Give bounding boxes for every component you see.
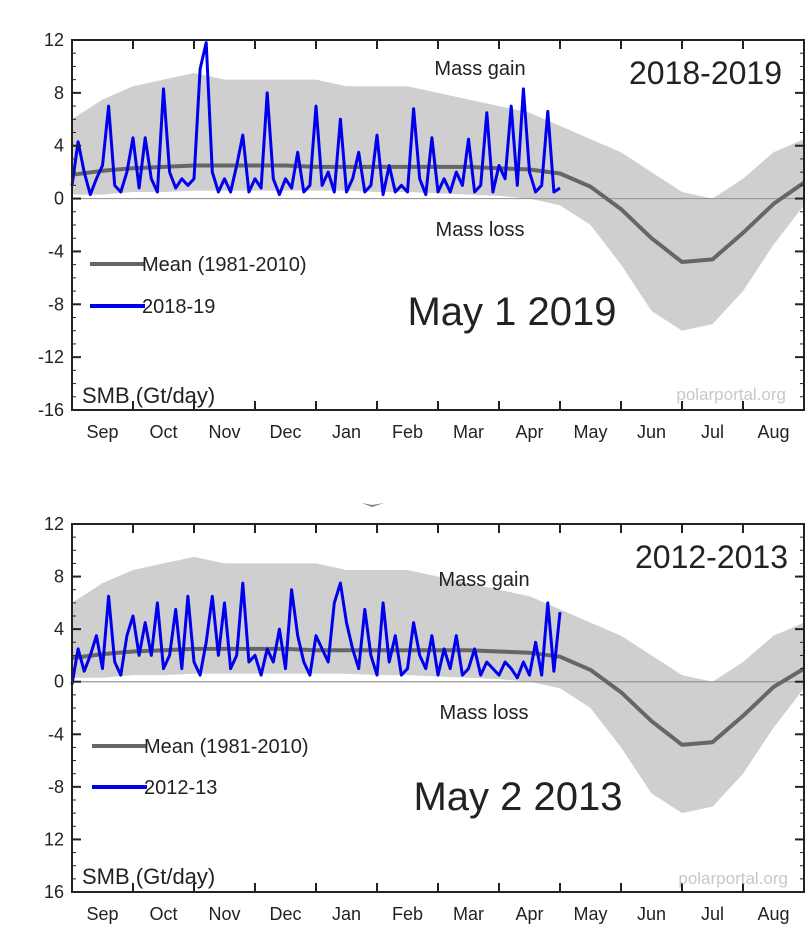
date-label: May 1 2019 [407,290,616,334]
y-tick-label: -8 [48,294,64,314]
x-tick-label: Jan [332,904,361,924]
x-tick-label: Jan [332,422,361,442]
x-axis: Sep Oct Nov Dec Jan Feb Mar Apr May Jun Jul Aug [71,524,805,924]
y-axis: 12 8 4 0 -4 -8 12 16 [44,514,804,902]
y-tick-label: 8 [54,83,64,103]
x-tick-label: Sep [86,422,118,442]
x-tick-label: May [573,422,607,442]
y-tick-label: 12 [44,30,64,50]
range-band [72,73,804,331]
x-tick-label: Sep [86,904,118,924]
current-line-layer [70,581,562,685]
y-tick-label: -4 [48,241,64,261]
x-tick-label: Jun [637,904,666,924]
y-axis: 12 8 4 0 -4 -8 -12 -16 [38,30,804,420]
x-tick-label: Nov [208,422,240,442]
annotation-mass-gain: Mass gain [438,569,529,591]
current-series-line [70,41,561,197]
y-tick-label: 16 [44,882,64,902]
x-tick-label: Dec [269,904,301,924]
x-tick-label: Jul [701,422,724,442]
legend-current-label: 2012-13 [144,777,217,799]
x-tick-label: Feb [392,904,423,924]
x-tick-label: Oct [149,422,177,442]
x-tick-label: Mar [453,904,484,924]
y-tick-label: 8 [54,567,64,587]
legend-mean-label: Mean (1981-2010) [144,736,309,758]
y-tick-label: -16 [38,400,64,420]
y-tick-label: -8 [48,777,64,797]
x-tick-label: Aug [757,904,789,924]
date-label: May 2 2013 [413,775,622,819]
y-tick-label: 12 [44,514,64,534]
y-axis-label: SMB (Gt/day) [82,383,215,408]
season-label: 2018-2019 [629,55,782,91]
y-tick-label: -12 [38,347,64,367]
x-tick-label: May [573,904,607,924]
range-band-layer [72,73,804,331]
annotation-mass-loss: Mass loss [440,702,529,724]
current-line-layer [70,41,561,197]
watermark: polarportal.org [676,385,786,404]
panel-2012-2013: 12 8 4 0 -4 -8 12 16 Sep Oct Nov Dec Jan Feb Mar Apr Ma… [44,514,806,924]
y-tick-label: 12 [44,829,64,849]
x-tick-label: Jun [637,422,666,442]
y-tick-label: 0 [54,672,64,692]
y-tick-label: 4 [54,136,64,156]
x-tick-label: Aug [757,422,789,442]
x-tick-label: Feb [392,422,423,442]
season-label: 2012-2013 [635,539,788,575]
annotation-mass-loss: Mass loss [436,219,525,241]
y-tick-label: 0 [54,189,64,209]
legend-current-label: 2018-19 [142,296,215,318]
x-tick-label: Dec [269,422,301,442]
stray-mark [362,503,384,507]
panel-2018-2019: 12 8 4 0 -4 -8 -12 -16 Sep Oct Nov Dec Jan Feb Mar Apr… [38,30,806,442]
legend-mean-label: Mean (1981-2010) [142,254,307,276]
x-tick-label: Oct [149,904,177,924]
y-tick-label: -4 [48,724,64,744]
range-band [72,556,804,814]
x-tick-label: Mar [453,422,484,442]
x-tick-label: Nov [208,904,240,924]
y-tick-label: 4 [54,619,64,639]
range-band-layer [72,556,804,814]
current-series-line [70,581,562,685]
y-axis-label: SMB (Gt/day) [82,864,215,889]
watermark: polarportal.org [678,869,788,888]
x-tick-label: Apr [515,904,543,924]
x-axis: Sep Oct Nov Dec Jan Feb Mar Apr May Jun Jul Aug [71,40,805,442]
x-tick-label: Apr [515,422,543,442]
annotation-mass-gain: Mass gain [434,58,525,80]
x-tick-label: Jul [701,904,724,924]
